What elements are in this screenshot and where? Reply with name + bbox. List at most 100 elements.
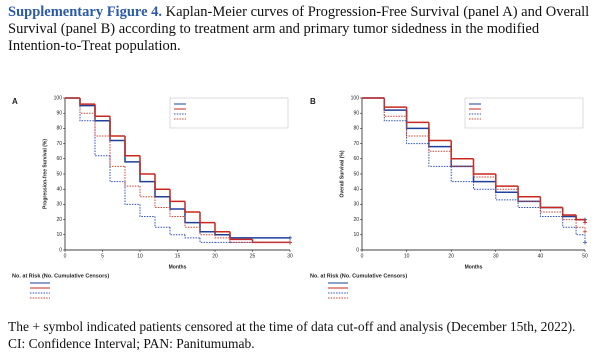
- km-step: [139, 161, 155, 183]
- km-step: [109, 120, 125, 142]
- km-step: [495, 189, 519, 201]
- y-tick-label: 70: [353, 141, 359, 147]
- km-step: [428, 122, 452, 142]
- km-step: [406, 120, 429, 145]
- km-step: [229, 237, 253, 243]
- km-step: [169, 227, 185, 236]
- y-tick-label: 100: [351, 95, 360, 101]
- y-tick-label: 60: [56, 156, 62, 162]
- km-step: [79, 98, 95, 122]
- km-step: [184, 234, 200, 239]
- km-step: [539, 196, 563, 209]
- km-step: [139, 186, 155, 198]
- y-tick-label: 50: [56, 171, 62, 177]
- x-tick-label: 40: [538, 253, 544, 259]
- risk-title: No. at Risk (No. Cumulative Censors): [12, 273, 109, 279]
- km-step: [199, 222, 215, 233]
- km-step: [450, 146, 474, 168]
- km-step: [229, 234, 253, 239]
- km-step: [214, 222, 230, 233]
- km-step: [169, 189, 185, 203]
- y-tick-label: 90: [353, 111, 359, 117]
- x-tick-label: 15: [175, 253, 181, 259]
- km-step: [199, 237, 215, 243]
- km-step: [562, 216, 577, 228]
- caption-label: Supplementary Figure 4.: [8, 4, 162, 20]
- legend-box: [169, 97, 289, 129]
- x-tick-label: 20: [212, 253, 218, 259]
- km-step: [79, 98, 95, 105]
- y-tick-label: 40: [353, 187, 359, 193]
- km-step: [184, 201, 200, 213]
- km-step: [406, 116, 429, 137]
- km-step: [517, 199, 541, 208]
- km-step: [139, 204, 155, 218]
- panel-label: A: [12, 97, 18, 106]
- x-axis-label: Months: [465, 264, 483, 270]
- km-step: [495, 177, 519, 190]
- x-tick-label: 30: [493, 253, 499, 259]
- km-step: [124, 140, 140, 163]
- censor-mark: [583, 220, 587, 225]
- km-step: [473, 181, 496, 190]
- y-tick-label: 70: [56, 141, 62, 147]
- x-tick-label: 0: [361, 253, 364, 259]
- km-step: [124, 136, 140, 157]
- y-tick-label: 40: [56, 187, 62, 193]
- y-tick-label: 60: [353, 156, 359, 162]
- y-tick-label: 10: [56, 232, 62, 238]
- km-step: [124, 181, 140, 205]
- caption: Supplementary Figure 4. Kaplan-Meier cur…: [8, 4, 594, 55]
- x-axis-label: Months: [169, 264, 187, 270]
- x-tick-label: 20: [448, 253, 454, 259]
- km-step: [214, 234, 230, 239]
- footnote: The + symbol indicated patients censored…: [8, 319, 576, 351]
- y-axis-label: Overall Survival (%): [339, 150, 345, 197]
- km-step: [575, 227, 585, 236]
- km-step: [428, 143, 452, 167]
- km-step: [154, 174, 170, 190]
- km-step: [405, 107, 429, 124]
- km-step: [169, 207, 185, 218]
- y-tick-label: 50: [353, 171, 359, 177]
- km-step: [229, 231, 253, 241]
- km-step: [495, 174, 519, 187]
- km-step: [539, 201, 563, 209]
- y-tick-label: 20: [353, 217, 359, 223]
- km-step: [561, 207, 577, 216]
- x-tick-label: 10: [404, 253, 410, 259]
- km-step: [473, 166, 496, 178]
- km-step: [94, 113, 110, 137]
- km-step: [94, 104, 110, 117]
- km-step: [562, 212, 577, 221]
- km-step: [79, 98, 95, 114]
- km-step: [383, 98, 407, 111]
- km-step: [450, 166, 474, 183]
- km-step: [199, 212, 215, 224]
- panel-label: B: [310, 97, 316, 106]
- km-step: [124, 166, 140, 187]
- km-step: [109, 116, 125, 137]
- risk-title: No. at Risk (No. Cumulative Censors): [310, 273, 407, 279]
- km-step: [575, 215, 585, 221]
- y-tick-label: 90: [56, 111, 62, 117]
- y-tick-label: 0: [356, 247, 359, 253]
- km-step: [169, 196, 185, 210]
- km-step: [450, 140, 474, 160]
- caption-text: Kaplan-Meier curves of Progression-Free …: [8, 4, 590, 54]
- km-step: [94, 120, 110, 157]
- km-step: [383, 98, 407, 117]
- km-step: [94, 105, 110, 122]
- x-tick-label: 50: [582, 253, 588, 259]
- censor-mark: [288, 240, 292, 245]
- km-step: [184, 208, 200, 224]
- y-tick-label: 10: [353, 232, 359, 238]
- km-step: [472, 158, 496, 175]
- legend-box: [464, 97, 584, 129]
- y-tick-label: 30: [56, 202, 62, 208]
- km-step: [428, 128, 452, 148]
- y-tick-label: 30: [353, 202, 359, 208]
- km-step: [383, 98, 407, 108]
- km-step: [539, 201, 563, 213]
